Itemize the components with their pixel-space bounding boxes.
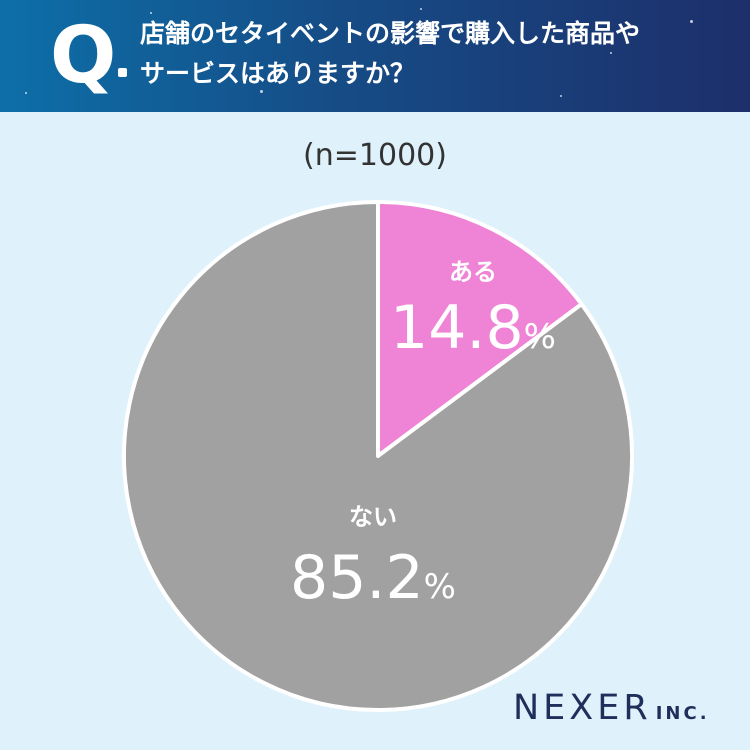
- question-dot: [118, 68, 127, 77]
- star-decoration: [560, 95, 562, 97]
- star-decoration: [610, 52, 612, 54]
- star-decoration: [690, 20, 693, 23]
- logo-suffix-text: INC.: [655, 703, 710, 724]
- question-line-1: 店舗のセタイベントの影響で購入した商品や: [140, 19, 641, 48]
- star-decoration: [420, 8, 422, 10]
- slice-label-0: ある: [449, 258, 497, 286]
- pie-slice-0: [376, 200, 584, 458]
- sample-size-label: (n=1000): [303, 138, 447, 173]
- slice-value-1: 85.2%: [290, 543, 456, 613]
- logo-main-text: NEXER: [513, 688, 652, 728]
- question-mark-letter: Q: [50, 11, 117, 101]
- star-decoration: [260, 90, 263, 93]
- slice-value-0: 14.8%: [390, 293, 556, 363]
- pie-slice-1: [122, 200, 634, 712]
- question-header: Q 店舗のセタイベントの影響で購入した商品や サービスはありますか？: [0, 0, 750, 112]
- star-decoration: [25, 92, 27, 94]
- question-line-2: サービスはありますか？: [140, 59, 416, 88]
- question-text: 店舗のセタイベントの影響で購入した商品や サービスはありますか？: [140, 14, 730, 94]
- star-decoration: [150, 12, 152, 14]
- slice-label-1: ない: [349, 503, 397, 531]
- company-logo: NEXER INC.: [513, 688, 710, 728]
